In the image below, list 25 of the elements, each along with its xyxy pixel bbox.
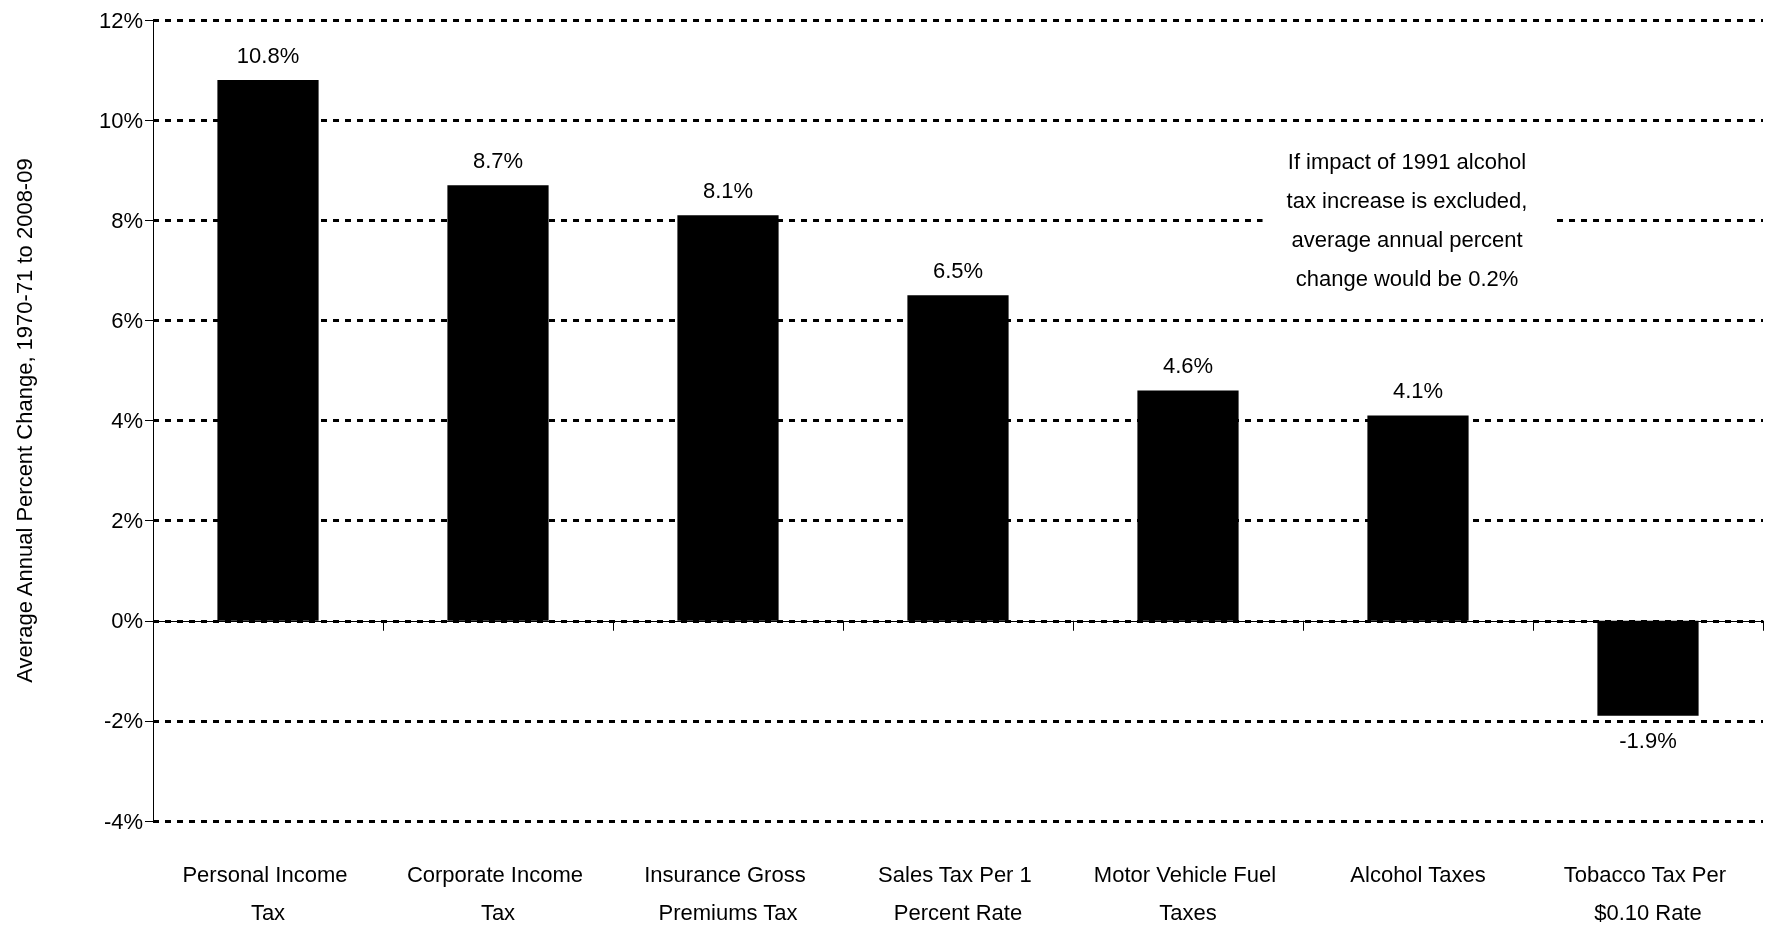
y-tick-label: 6% xyxy=(111,307,143,333)
data-label: 4.1% xyxy=(1392,377,1444,403)
annotation: If impact of 1991 alcohol tax increase is excluded, average annual percent change would be 0.2% xyxy=(1286,149,1528,291)
data-label: -1.9% xyxy=(1619,728,1677,754)
data-label: 4.6% xyxy=(1162,352,1214,378)
x-tick-label: Motor Vehicle Fuel Taxes xyxy=(1093,861,1283,925)
y-tick-label: 8% xyxy=(111,207,143,233)
y-tick-label: 2% xyxy=(111,508,143,534)
data-label: 10.8% xyxy=(236,42,300,68)
x-tick-label: Alcohol Taxes xyxy=(1350,861,1486,887)
y-tick-label: -2% xyxy=(103,708,143,734)
data-label: 8.1% xyxy=(702,177,754,203)
x-tick-label: Tobacco Tax Per $0.10 Rate xyxy=(1563,861,1733,925)
y-tick-label: 12% xyxy=(98,7,143,33)
x-tick-label: Corporate Income Tax xyxy=(406,861,590,925)
y-axis-title: Average Annual Percent Change, 1970-71 to 2008-09 xyxy=(11,158,37,683)
data-label: 6.5% xyxy=(932,257,984,283)
y-tick-label: 4% xyxy=(111,408,143,433)
y-tick-label: 0% xyxy=(111,608,143,634)
data-label: 8.7% xyxy=(472,147,524,173)
x-tick-label: Sales Tax Per 1 Percent Rate xyxy=(878,861,1038,925)
x-tick-label: Insurance Gross Premiums Tax xyxy=(644,861,812,925)
x-tick-label: Personal Income Tax xyxy=(182,861,354,925)
y-tick-label: 10% xyxy=(98,107,143,133)
y-tick-label: -4% xyxy=(103,808,143,834)
